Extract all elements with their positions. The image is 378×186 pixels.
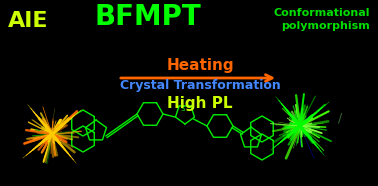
Text: BFMPT: BFMPT [94, 3, 201, 31]
Text: Conformational
polymorphism: Conformational polymorphism [274, 8, 370, 31]
Text: High PL: High PL [167, 96, 233, 111]
Text: AIE: AIE [8, 11, 48, 31]
Text: /: / [338, 111, 342, 124]
Text: Heating: Heating [166, 58, 234, 73]
Text: S: S [181, 105, 185, 111]
Text: Crystal Transformation: Crystal Transformation [119, 79, 280, 92]
FancyArrowPatch shape [121, 75, 272, 81]
